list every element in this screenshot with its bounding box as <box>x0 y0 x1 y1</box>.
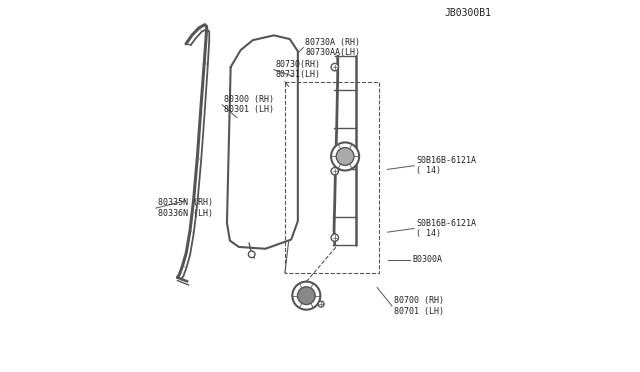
Circle shape <box>331 142 359 170</box>
Circle shape <box>292 282 321 310</box>
Text: 80700 (RH)
80701 (LH): 80700 (RH) 80701 (LH) <box>394 296 444 316</box>
Text: 80300 (RH)
80301 (LH): 80300 (RH) 80301 (LH) <box>224 95 274 115</box>
Circle shape <box>336 148 354 165</box>
Circle shape <box>331 167 339 175</box>
Circle shape <box>331 234 339 241</box>
Text: B0300A: B0300A <box>412 255 442 264</box>
Text: 80730(RH)
80731(LH): 80730(RH) 80731(LH) <box>276 60 321 79</box>
Text: 80335N (RH)
80336N (LH): 80335N (RH) 80336N (LH) <box>157 198 212 218</box>
Text: S0B16B-6121A
( 14): S0B16B-6121A ( 14) <box>416 219 476 238</box>
Circle shape <box>248 251 255 258</box>
Text: JB0300B1: JB0300B1 <box>445 8 492 18</box>
Circle shape <box>331 63 339 71</box>
Circle shape <box>298 287 316 305</box>
Bar <box>285 82 379 273</box>
Text: S0B16B-6121A
( 14): S0B16B-6121A ( 14) <box>416 156 476 175</box>
Circle shape <box>318 301 324 307</box>
Text: 80730A (RH)
80730AA(LH): 80730A (RH) 80730AA(LH) <box>305 38 360 57</box>
